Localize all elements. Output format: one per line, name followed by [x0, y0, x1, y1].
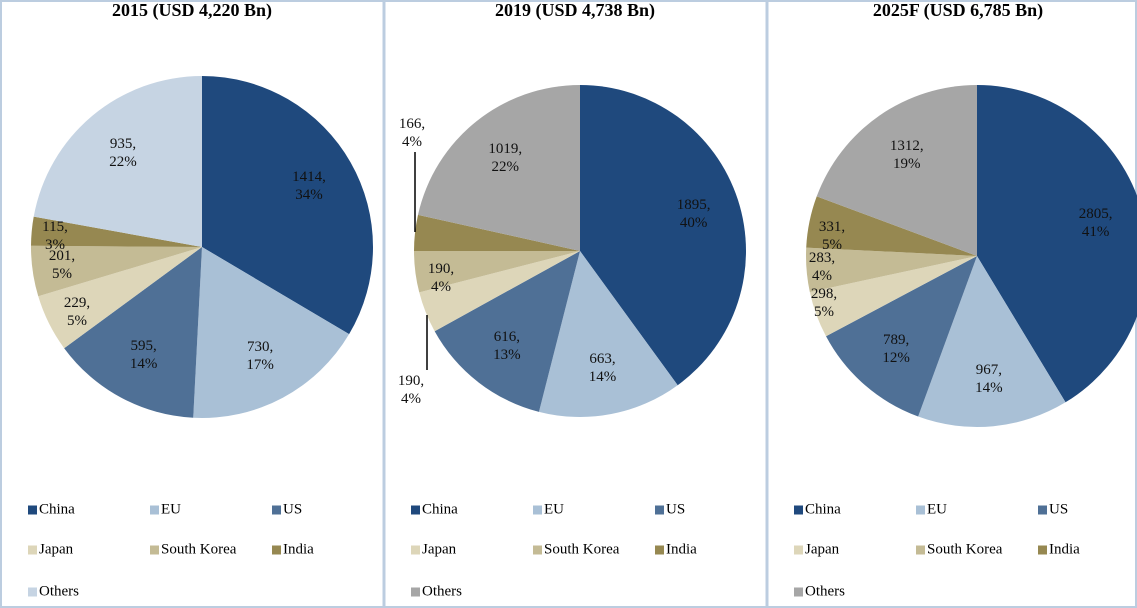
legend-swatch — [150, 545, 159, 555]
legend-label: China — [422, 501, 458, 518]
legend-label: India — [1049, 541, 1080, 558]
legend-label: Japan — [805, 541, 840, 558]
pie-slice — [64, 247, 203, 418]
data-label: 201, 5% — [48, 248, 76, 282]
legend-swatch — [28, 587, 37, 597]
legend-swatch — [916, 545, 925, 555]
legend-swatch — [1038, 545, 1047, 555]
legend-swatch — [533, 505, 542, 515]
legend-label: Others — [422, 583, 462, 600]
pie-slice — [816, 85, 977, 256]
legend-label: US — [666, 501, 686, 518]
chart-title: 2025F (USD 6,785 Bn) — [872, 0, 1044, 20]
legend-swatch — [150, 505, 159, 515]
data-label: 229, 5% — [63, 295, 91, 329]
legend-swatch — [655, 545, 664, 555]
legend-swatch — [533, 545, 542, 555]
chart-title: 2015 (USD 4,220 Bn) — [111, 0, 273, 20]
pie-slice — [202, 76, 374, 335]
pie-slice — [413, 214, 580, 252]
data-label: 283, 4% — [808, 250, 836, 284]
legend-swatch — [411, 587, 420, 597]
pie-slice — [419, 251, 580, 332]
legend-label: India — [283, 541, 314, 558]
legend-label: Japan — [39, 541, 74, 558]
data-label: 1414, 34% — [292, 169, 326, 204]
legend-label: South Korea — [544, 541, 620, 558]
legend-swatch — [272, 545, 281, 555]
legend-swatch — [916, 505, 925, 515]
data-label: 190, 4% — [427, 261, 455, 295]
legend-label: China — [39, 501, 75, 518]
pie-slice — [806, 196, 977, 256]
pie-slice — [31, 245, 202, 297]
pie-slice — [414, 251, 580, 293]
data-label: 298, 5% — [810, 286, 838, 320]
pie-slice — [33, 76, 203, 247]
legend-label: US — [1049, 501, 1069, 518]
pie-slice — [417, 85, 580, 251]
legend-label: US — [283, 501, 303, 518]
legend-label: South Korea — [927, 541, 1003, 558]
data-label: 595, 14% — [129, 338, 158, 373]
legend-swatch — [655, 505, 664, 515]
data-label: 190, 4% — [397, 373, 425, 407]
legend-label: EU — [161, 501, 181, 518]
pie-slice — [918, 256, 1066, 427]
data-label: 166, 4% — [398, 116, 426, 150]
legend-swatch — [794, 587, 803, 597]
pie-slice — [538, 251, 678, 417]
legend-swatch — [411, 505, 420, 515]
legend-swatch — [1038, 505, 1047, 515]
data-label: 935, 22% — [109, 135, 137, 170]
data-label: 1895, 40% — [676, 197, 711, 232]
pie-slice — [193, 247, 350, 419]
data-label: 616, 13% — [493, 328, 521, 363]
legend-label: South Korea — [161, 541, 237, 558]
legend-swatch — [794, 545, 803, 555]
legend-swatch — [272, 505, 281, 515]
legend-label: Others — [805, 583, 845, 600]
data-label: 331, 5% — [818, 219, 846, 253]
legend-label: India — [666, 541, 697, 558]
pie-slice — [809, 256, 977, 337]
data-label: 115, 3% — [42, 219, 68, 253]
data-label: 730, 17% — [246, 338, 274, 373]
legend-label: EU — [927, 501, 947, 518]
legend-swatch — [28, 545, 37, 555]
pie-slice — [38, 247, 203, 349]
data-label: 663, 14% — [588, 351, 617, 386]
pie-slice — [580, 85, 746, 386]
chart-title: 2019 (USD 4,738 Bn) — [494, 0, 656, 20]
data-label: 1312, 19% — [889, 137, 924, 172]
data-label: 967, 14% — [975, 361, 1003, 396]
pie-slice — [977, 85, 1137, 403]
legend-label: Others — [39, 583, 79, 600]
pie-slice — [826, 256, 977, 417]
legend-label: Japan — [422, 541, 457, 558]
legend-swatch — [28, 505, 37, 515]
data-label: 2805, 41% — [1078, 205, 1113, 240]
legend-swatch — [794, 505, 803, 515]
pie-slice — [806, 247, 977, 293]
legend-label: China — [805, 501, 841, 518]
data-label: 1019, 22% — [488, 140, 523, 175]
pie-slice — [434, 251, 580, 412]
legend-swatch — [411, 545, 420, 555]
pie-slice — [31, 216, 203, 247]
legend-label: EU — [544, 501, 564, 518]
data-label: 789, 12% — [882, 331, 910, 366]
